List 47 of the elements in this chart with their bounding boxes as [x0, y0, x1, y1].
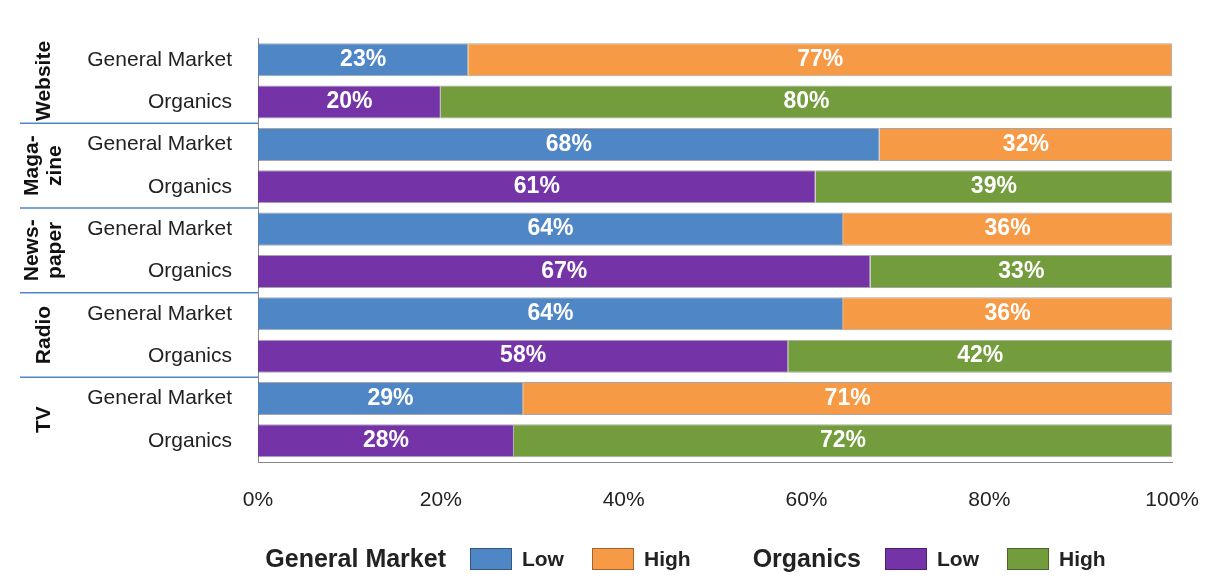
legend-label: Low — [937, 546, 979, 571]
data-label: 64% — [527, 214, 574, 241]
data-label: 61% — [513, 172, 560, 199]
y-tick-label: Organics — [147, 342, 232, 366]
y-tick-label: Organics — [147, 88, 232, 112]
data-label: 32% — [1002, 129, 1049, 156]
legend-label: High — [643, 546, 691, 571]
y-tick-label: General Market — [87, 215, 233, 239]
data-label: 58% — [500, 341, 547, 368]
y-tick-label: General Market — [87, 300, 233, 324]
x-tick-label: 100% — [1145, 487, 1199, 511]
text: News- paper — [19, 219, 66, 282]
data-label: 36% — [984, 299, 1031, 326]
data-label: 39% — [970, 172, 1017, 199]
text: Website — [30, 40, 54, 122]
data-label: 67% — [541, 256, 588, 283]
legend-label: High — [1059, 546, 1106, 571]
data-label: 77% — [797, 45, 844, 72]
x-tick-label: 80% — [968, 487, 1011, 511]
y-tick-label: General Market — [87, 385, 233, 409]
y-tick-label: Organics — [147, 173, 232, 197]
y-tick-label: Organics — [147, 427, 232, 451]
data-label: 23% — [340, 45, 387, 72]
data-label: 71% — [824, 383, 871, 410]
text: Organics — [752, 544, 861, 572]
data-label: 28% — [362, 426, 409, 453]
text: Radio — [30, 305, 54, 365]
text: Maga- zine — [19, 135, 66, 196]
x-tick-label: 20% — [419, 487, 462, 511]
data-label: 80% — [783, 87, 830, 114]
y-tick-label: General Market — [87, 131, 233, 155]
x-tick-label: 0% — [242, 487, 274, 511]
data-label: 33% — [998, 256, 1045, 283]
data-label: 29% — [367, 383, 414, 410]
data-label: 68% — [545, 129, 592, 156]
text: General Market — [265, 544, 446, 572]
data-label: 36% — [984, 214, 1031, 241]
y-tick-label: Organics — [147, 258, 232, 282]
x-tick-label: 40% — [602, 487, 645, 511]
legend-label: Low — [521, 546, 564, 571]
y-tick-label: General Market — [87, 46, 233, 70]
x-tick-label: 60% — [785, 487, 828, 511]
data-label: 64% — [527, 299, 574, 326]
data-label: 42% — [957, 341, 1004, 368]
text: TV — [30, 406, 54, 434]
data-label: 72% — [820, 426, 867, 453]
data-label: 20% — [326, 87, 373, 114]
